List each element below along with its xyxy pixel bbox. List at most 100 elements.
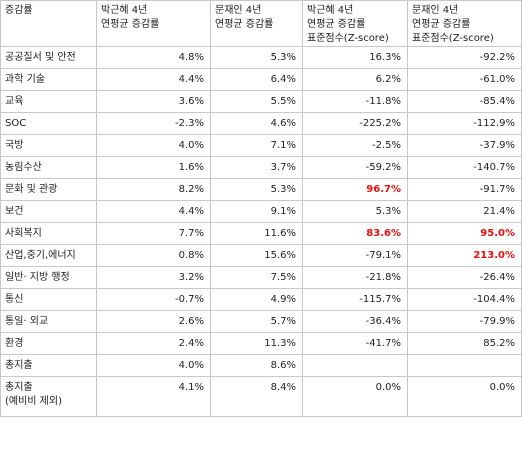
table-row: 농림수산 1.6% 3.7% -59.2% -140.7% — [0, 156, 522, 179]
header-row: 증감률 박근혜 4년 연평균 증감률 문재인 4년 연평균 증감률 박근혜 4년 연평균 증… — [0, 0, 522, 47]
table-cell: -140.7% — [407, 156, 522, 179]
table-cell: 5.3% — [210, 46, 303, 69]
table-cell: 4.4% — [96, 68, 211, 91]
row-label-line: 공공질서 및 안전 — [5, 51, 76, 63]
row-label: 보건 — [0, 200, 97, 223]
column-header-line: 증감률 — [5, 5, 33, 16]
row-label: 공공질서 및 안전 — [0, 46, 97, 69]
table-cell: 4.0% — [96, 134, 211, 157]
table-cell: 7.1% — [210, 134, 303, 157]
row-label: 산업,중기,에너지 — [0, 244, 97, 267]
row-label-line: 교육 — [5, 95, 24, 107]
table-cell: 2.4% — [96, 332, 211, 355]
table-row: SOC -2.3% 4.6% -225.2% -112.9% — [0, 112, 522, 135]
row-label: 통신 — [0, 288, 97, 311]
row-label-line: 사회복지 — [5, 227, 42, 239]
row-label-line: SOC — [5, 117, 27, 129]
table-cell: 3.6% — [96, 90, 211, 113]
table-cell: 0.0% — [407, 376, 522, 417]
table-cell: -92.2% — [407, 46, 522, 69]
table-cell: 96.7% — [302, 178, 408, 201]
table-cell: 8.2% — [96, 178, 211, 201]
table-cell: 7.7% — [96, 222, 211, 245]
table-cell: 9.1% — [210, 200, 303, 223]
table-row: 사회복지 7.7% 11.6% 83.6% 95.0% — [0, 222, 522, 245]
table-cell: 5.3% — [302, 200, 408, 223]
table-cell: 11.3% — [210, 332, 303, 355]
column-header-line: 연평균 증감률 — [101, 19, 160, 30]
table-cell: 4.9% — [210, 288, 303, 311]
table-cell: 6.2% — [302, 68, 408, 91]
table-cell: 21.4% — [407, 200, 522, 223]
table-cell: 5.5% — [210, 90, 303, 113]
column-header-line: 문재인 4년 — [412, 5, 459, 16]
row-label-line: (예비비 제외) — [5, 396, 62, 407]
table-cell: -2.3% — [96, 112, 211, 135]
table-cell: 8.6% — [210, 354, 303, 377]
column-header-line: 연평균 증감률 — [307, 19, 366, 30]
table-cell: 4.6% — [210, 112, 303, 135]
table-cell: -2.5% — [302, 134, 408, 157]
column-header-line: 연평균 증감률 — [215, 19, 274, 30]
table-cell: -36.4% — [302, 310, 408, 333]
table-cell: -21.8% — [302, 266, 408, 289]
row-label: 총지출 (예비비 제외) — [0, 376, 97, 417]
table-cell: -79.9% — [407, 310, 522, 333]
table-cell: 5.3% — [210, 178, 303, 201]
row-label: 통일· 외교 — [0, 310, 97, 333]
table-cell: 7.5% — [210, 266, 303, 289]
row-label-line: 산업,중기,에너지 — [5, 249, 76, 261]
table-cell: 11.6% — [210, 222, 303, 245]
table-cell: 2.6% — [96, 310, 211, 333]
column-header-line: 박근혜 4년 — [101, 5, 148, 16]
row-label-line: 통신 — [5, 293, 24, 305]
table-body: 공공질서 및 안전 4.8% 5.3% 16.3% -92.2% 과학 기술 4.4% 6.4… — [0, 46, 522, 417]
table-row: 과학 기술 4.4% 6.4% 6.2% -61.0% — [0, 68, 522, 91]
column-header-line: 연평균 증감률 — [412, 19, 471, 30]
table-cell: 83.6% — [302, 222, 408, 245]
row-label: 일반· 지방 행정 — [0, 266, 97, 289]
column-header-0: 증감률 — [0, 0, 97, 47]
table-cell: 15.6% — [210, 244, 303, 267]
table-cell: -11.8% — [302, 90, 408, 113]
table-row: 교육 3.6% 5.5% -11.8% -85.4% — [0, 90, 522, 113]
table-cell: 5.7% — [210, 310, 303, 333]
row-label: 사회복지 — [0, 222, 97, 245]
table-cell — [302, 354, 408, 377]
table-cell: -104.4% — [407, 288, 522, 311]
table-cell: 4.4% — [96, 200, 211, 223]
table-cell: 4.0% — [96, 354, 211, 377]
table-row: 통일· 외교 2.6% 5.7% -36.4% -79.9% — [0, 310, 522, 333]
row-label: 문화 및 관광 — [0, 178, 97, 201]
table-cell: -91.7% — [407, 178, 522, 201]
table-header: 증감률 박근혜 4년 연평균 증감률 문재인 4년 연평균 증감률 박근혜 4년 연평균 증… — [0, 0, 522, 47]
column-header-line: 박근혜 4년 — [307, 5, 354, 16]
table-cell: 0.8% — [96, 244, 211, 267]
table-cell: 0.0% — [302, 376, 408, 417]
row-label-line: 총지출 — [5, 382, 33, 393]
table-cell: 6.4% — [210, 68, 303, 91]
row-label: 과학 기술 — [0, 68, 97, 91]
table-row: 총지출 4.0% 8.6% — [0, 354, 522, 377]
row-label-line: 문화 및 관광 — [5, 183, 58, 195]
column-header-line: 표준점수(Z-score) — [412, 33, 494, 44]
row-label: 환경 — [0, 332, 97, 355]
table-cell: 1.6% — [96, 156, 211, 179]
table-cell: 4.1% — [96, 376, 211, 417]
row-label: 농림수산 — [0, 156, 97, 179]
row-label-line: 보건 — [5, 205, 24, 217]
table-cell: -41.7% — [302, 332, 408, 355]
budget-growth-table: 증감률 박근혜 4년 연평균 증감률 문재인 4년 연평균 증감률 박근혜 4년 연평균 증… — [0, 0, 522, 417]
column-header-line: 표준점수(Z-score) — [307, 33, 389, 44]
table-cell: -79.1% — [302, 244, 408, 267]
row-label-line: 환경 — [5, 337, 24, 349]
row-label-line: 과학 기술 — [5, 73, 45, 85]
row-label-line: 통일· 외교 — [5, 315, 49, 327]
table-cell: -0.7% — [96, 288, 211, 311]
table-row: 문화 및 관광 8.2% 5.3% 96.7% -91.7% — [0, 178, 522, 201]
column-header-2: 문재인 4년 연평균 증감률 — [210, 0, 303, 47]
table-cell: 16.3% — [302, 46, 408, 69]
table-cell: 3.7% — [210, 156, 303, 179]
